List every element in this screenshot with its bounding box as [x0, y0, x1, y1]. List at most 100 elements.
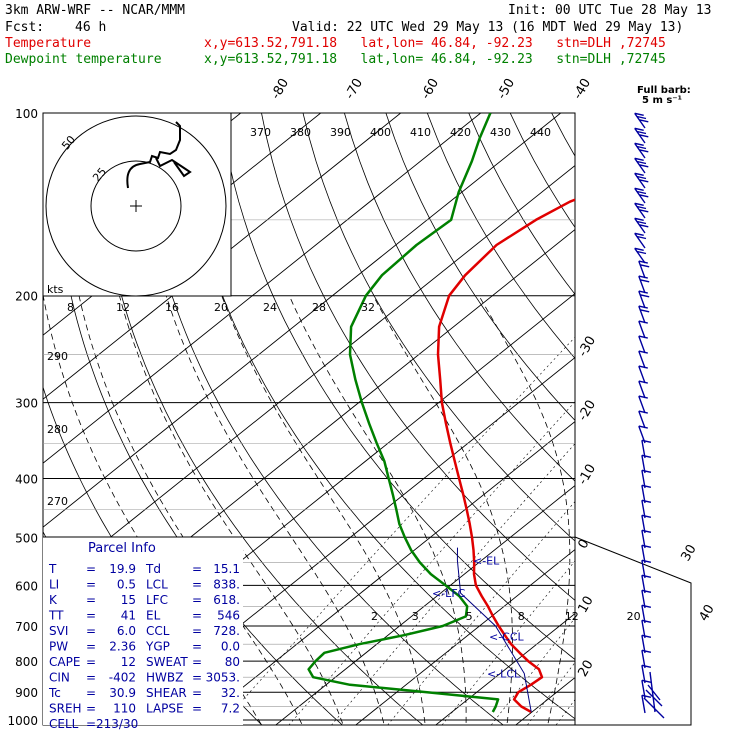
pressure-tick-label: 600 [15, 579, 38, 593]
parcel-key: LAPSE [146, 702, 184, 716]
dry-adiabat-line [385, 113, 575, 421]
isotherm-line [586, 99, 740, 732]
moist-adiabat-line [119, 295, 344, 725]
level-label-lcl: <-LCL [487, 667, 521, 680]
parcel-value: 32. [221, 686, 240, 700]
wind-barb [634, 127, 649, 144]
isotherm-label: 40 [696, 602, 717, 624]
pressure-tick-label: 700 [15, 620, 38, 634]
wind-barb [641, 544, 652, 564]
dewpoint-legend: Dewpoint temperature [5, 52, 162, 67]
wind-barb [634, 112, 649, 129]
isotherm-line [435, 613, 575, 725]
wind-barb [641, 559, 652, 579]
level-label-lfc: <-LFC [432, 587, 466, 600]
dry-adiabat-line [344, 113, 575, 482]
parcel-equals: = [86, 655, 96, 669]
wind-barb [641, 484, 652, 504]
temperature-legend: Temperature [5, 36, 92, 51]
parcel-equals: = [86, 702, 96, 716]
parcel-equals: = [86, 609, 96, 623]
mixing-ratio-line [595, 296, 740, 733]
parcel-value: 838. [213, 578, 240, 592]
wind-barb [641, 499, 652, 519]
hodograph-unit: kts [47, 283, 64, 296]
parcel-equals: = [192, 578, 202, 592]
wind-barb [634, 232, 647, 249]
wind-barb-cluster [643, 671, 665, 719]
parcel-equals: = [192, 609, 202, 623]
parcel-key: YGP [145, 640, 170, 654]
isotherm-label: -20 [575, 398, 599, 424]
parcel-equals: = [192, 686, 202, 700]
wind-barb [641, 679, 652, 699]
parcel-equals: = [192, 624, 202, 638]
isotherm-line [666, 99, 740, 732]
wind-barb [641, 469, 652, 489]
mixing-ratio-upper-label: 24 [263, 301, 277, 314]
frame-extension [574, 536, 692, 726]
isotherm-label: -30 [575, 334, 599, 360]
wind-barb [638, 350, 648, 369]
mixing-ratio-label: 12 [565, 610, 579, 623]
wind-barb [638, 320, 648, 339]
mixing-ratio-upper-label: 16 [165, 301, 179, 314]
parcel-key: SREH [49, 702, 82, 716]
dry-adiabat-line [593, 113, 740, 733]
wind-barb [641, 454, 652, 474]
parcel-equals: = [86, 624, 96, 638]
parcel-key: SWEAT [146, 655, 188, 669]
mixing-ratio-line [387, 501, 575, 725]
theta-label: 390 [330, 126, 351, 139]
isotherm-line [195, 421, 575, 725]
mixing-ratio-upper-label: 20 [214, 301, 228, 314]
forecast-hour: 46 h [75, 20, 107, 35]
parcel-value: 213/30 [96, 717, 138, 731]
parcel-key: LI [49, 578, 59, 592]
temperature-location-info: x,y=613.52,791.18 lat,lon= 46.84, -92.23… [204, 36, 666, 51]
level-label-el: <-EL [473, 554, 500, 567]
parcel-equals: = [86, 717, 96, 731]
isotherm-label: -50 [494, 76, 518, 102]
hodograph-ring [45, 115, 227, 297]
parcel-value: 2.36 [109, 640, 136, 654]
wind-barb [638, 395, 648, 414]
pressure-tick-label: 400 [15, 472, 38, 486]
isotherm-label: 20 [575, 658, 596, 680]
parcel-equals: = [192, 671, 202, 685]
mixing-ratio-line [574, 296, 740, 733]
hodograph-trace [126, 121, 192, 189]
theta-label: 420 [450, 126, 471, 139]
parcel-equals: = [86, 578, 96, 592]
isotherm-label: -10 [575, 462, 599, 488]
parcel-value: 19.9 [109, 562, 136, 576]
parcel-value: 3053. [206, 671, 240, 685]
dry-adiabat-line [261, 113, 575, 601]
parcel-key: T [48, 562, 57, 576]
parcel-value: 80 [225, 655, 240, 669]
wind-barb [641, 694, 652, 714]
parcel-value: 0.5 [117, 578, 136, 592]
mixing-ratio-upper-label: 28 [312, 301, 326, 314]
parcel-equals: = [192, 593, 202, 607]
full-barb-unit: 5 m s⁻¹ [642, 95, 682, 106]
theta-label: 380 [290, 126, 311, 139]
parcel-key: LFC [146, 593, 168, 607]
wind-barb [638, 275, 650, 294]
wind-barb [638, 305, 650, 324]
parcel-value: 41 [121, 609, 136, 623]
mixing-ratio-label: 3 [412, 610, 419, 623]
hodograph-box [42, 112, 232, 297]
parcel-key: SVI [49, 624, 68, 638]
parcel-value: -402 [109, 671, 136, 685]
wind-barb [638, 365, 648, 384]
parcel-path-line [456, 547, 532, 713]
wind-barb [641, 439, 652, 459]
valid-time: Valid: 22 UTC Wed 29 May 13 (16 MDT Wed … [292, 20, 684, 35]
theta-label: 410 [410, 126, 431, 139]
isotherm-label: -70 [342, 76, 366, 102]
isotherm-label: -80 [268, 76, 292, 102]
parcel-equals: = [86, 593, 96, 607]
forecast-label: Fcst: [5, 20, 45, 35]
parcel-key: CAPE [49, 655, 80, 669]
